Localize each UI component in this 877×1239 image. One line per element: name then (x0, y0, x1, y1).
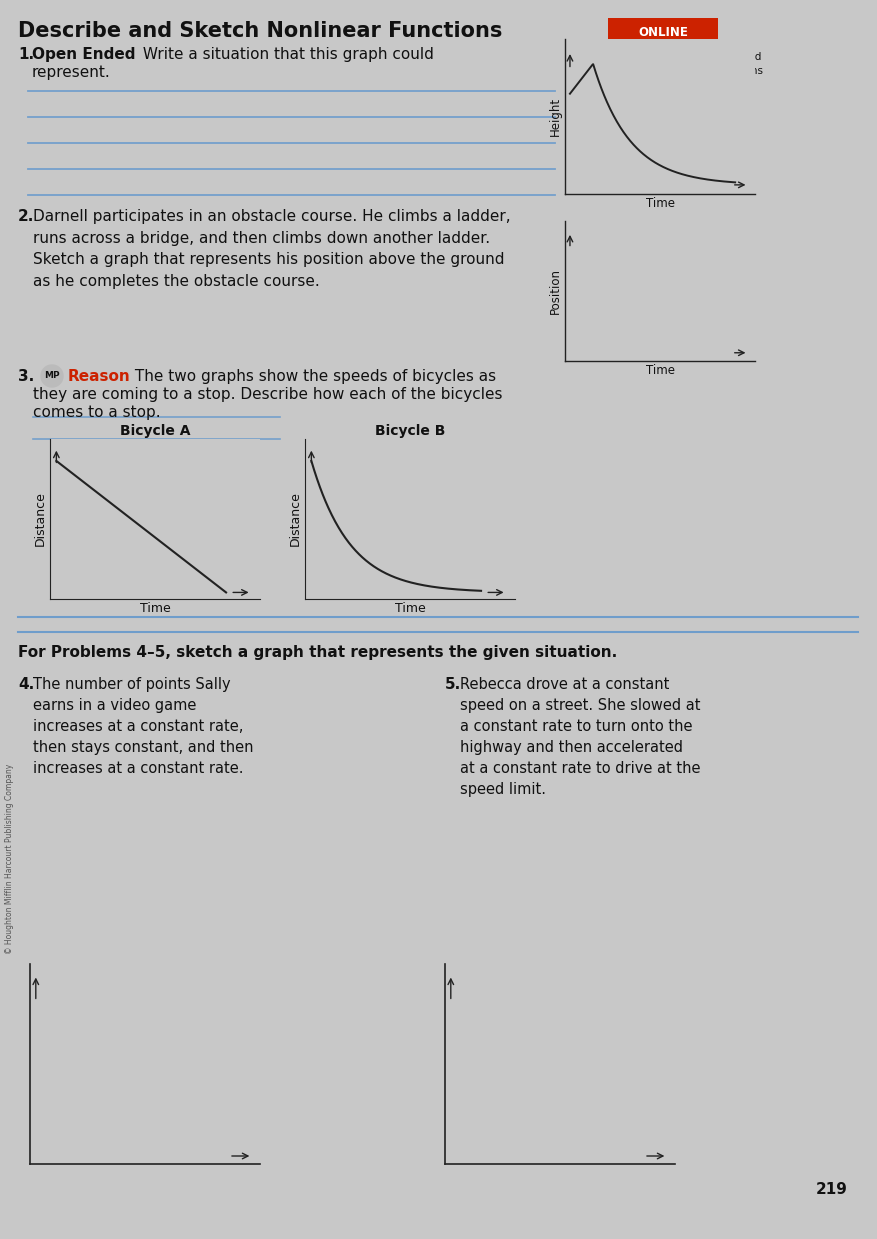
Y-axis label: Height: Height (549, 97, 562, 136)
X-axis label: Time: Time (645, 364, 674, 377)
Text: they are coming to a stop. Describe how each of the bicycles: they are coming to a stop. Describe how … (33, 387, 503, 401)
Text: For Problems 4–5, sketch a graph that represents the given situation.: For Problems 4–5, sketch a graph that re… (18, 646, 617, 660)
X-axis label: Time: Time (395, 602, 425, 615)
Text: 1.: 1. (18, 47, 34, 62)
FancyBboxPatch shape (607, 45, 657, 85)
Text: © Houghton Mifflin Harcourt Publishing Company: © Houghton Mifflin Harcourt Publishing C… (5, 764, 15, 954)
Text: Rebecca drove at a constant
speed on a street. She slowed at
a constant rate to : Rebecca drove at a constant speed on a s… (460, 676, 701, 797)
X-axis label: Time: Time (645, 197, 674, 209)
Text: comes to a stop.: comes to a stop. (33, 405, 160, 420)
Text: 2.: 2. (18, 209, 34, 224)
Text: represent.: represent. (32, 64, 111, 81)
Text: 4.: 4. (18, 676, 34, 693)
Title: Bicycle B: Bicycle B (374, 424, 446, 437)
Text: Open Ended: Open Ended (32, 47, 136, 62)
Y-axis label: Distance: Distance (34, 492, 47, 546)
Text: Write a situation that this graph could: Write a situation that this graph could (138, 47, 434, 62)
Text: Darnell participates in an obstacle course. He climbs a ladder,
runs across a br: Darnell participates in an obstacle cour… (33, 209, 510, 289)
Text: 219: 219 (816, 1182, 848, 1197)
Text: Interactive Lessons: Interactive Lessons (662, 66, 763, 76)
Y-axis label: Position: Position (549, 268, 562, 313)
Text: Describe and Sketch Nonlinear Functions: Describe and Sketch Nonlinear Functions (18, 21, 503, 41)
Text: MP: MP (44, 372, 60, 380)
Text: Video Tutorials and: Video Tutorials and (662, 52, 761, 62)
Text: Reason: Reason (68, 369, 131, 384)
Text: 3.: 3. (18, 369, 34, 384)
Text: 5.: 5. (445, 676, 461, 693)
FancyBboxPatch shape (608, 19, 718, 46)
Text: ●Ed: ●Ed (617, 58, 647, 72)
Title: Bicycle A: Bicycle A (120, 424, 190, 437)
Circle shape (41, 366, 63, 387)
Text: The two graphs show the speeds of bicycles as: The two graphs show the speeds of bicycl… (130, 369, 496, 384)
Text: The number of points Sally
earns in a video game
increases at a constant rate,
t: The number of points Sally earns in a vi… (33, 676, 253, 776)
X-axis label: Time: Time (139, 602, 170, 615)
Text: ONLINE: ONLINE (638, 26, 688, 38)
Y-axis label: Distance: Distance (289, 492, 303, 546)
